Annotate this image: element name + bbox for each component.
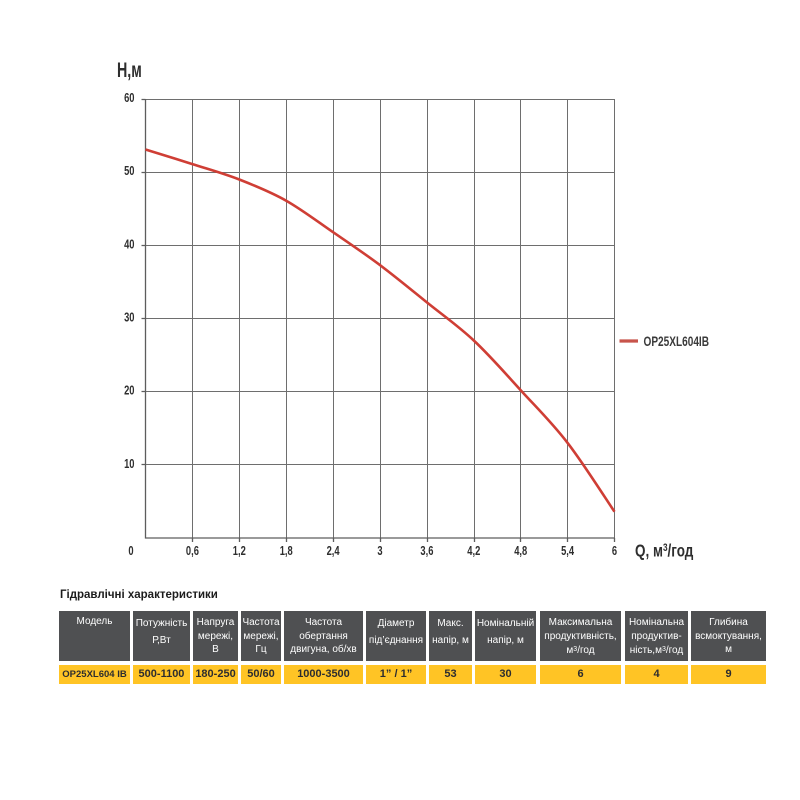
svg-text:50: 50 [124, 165, 134, 179]
svg-text:0: 0 [128, 545, 133, 559]
svg-text:3,6: 3,6 [420, 545, 433, 559]
svg-text:5,4: 5,4 [561, 545, 575, 559]
svg-text:0,6: 0,6 [186, 545, 199, 559]
svg-text:H,м: H,м [117, 58, 142, 81]
svg-text:2,4: 2,4 [327, 545, 341, 559]
svg-text:OP25XL604IB: OP25XL604IB [644, 333, 710, 349]
svg-text:4,8: 4,8 [514, 545, 527, 559]
svg-text:60: 60 [124, 92, 134, 106]
svg-text:40: 40 [124, 238, 134, 252]
svg-text:10: 10 [124, 458, 134, 472]
svg-text:30: 30 [124, 311, 134, 325]
svg-text:3: 3 [377, 545, 382, 559]
svg-text:6: 6 [612, 545, 617, 559]
svg-text:20: 20 [124, 384, 134, 398]
svg-text:Q, м3/год: Q, м3/год [635, 542, 693, 561]
svg-text:4,2: 4,2 [467, 545, 480, 559]
svg-text:1,8: 1,8 [280, 545, 293, 559]
svg-text:1,2: 1,2 [233, 545, 246, 559]
